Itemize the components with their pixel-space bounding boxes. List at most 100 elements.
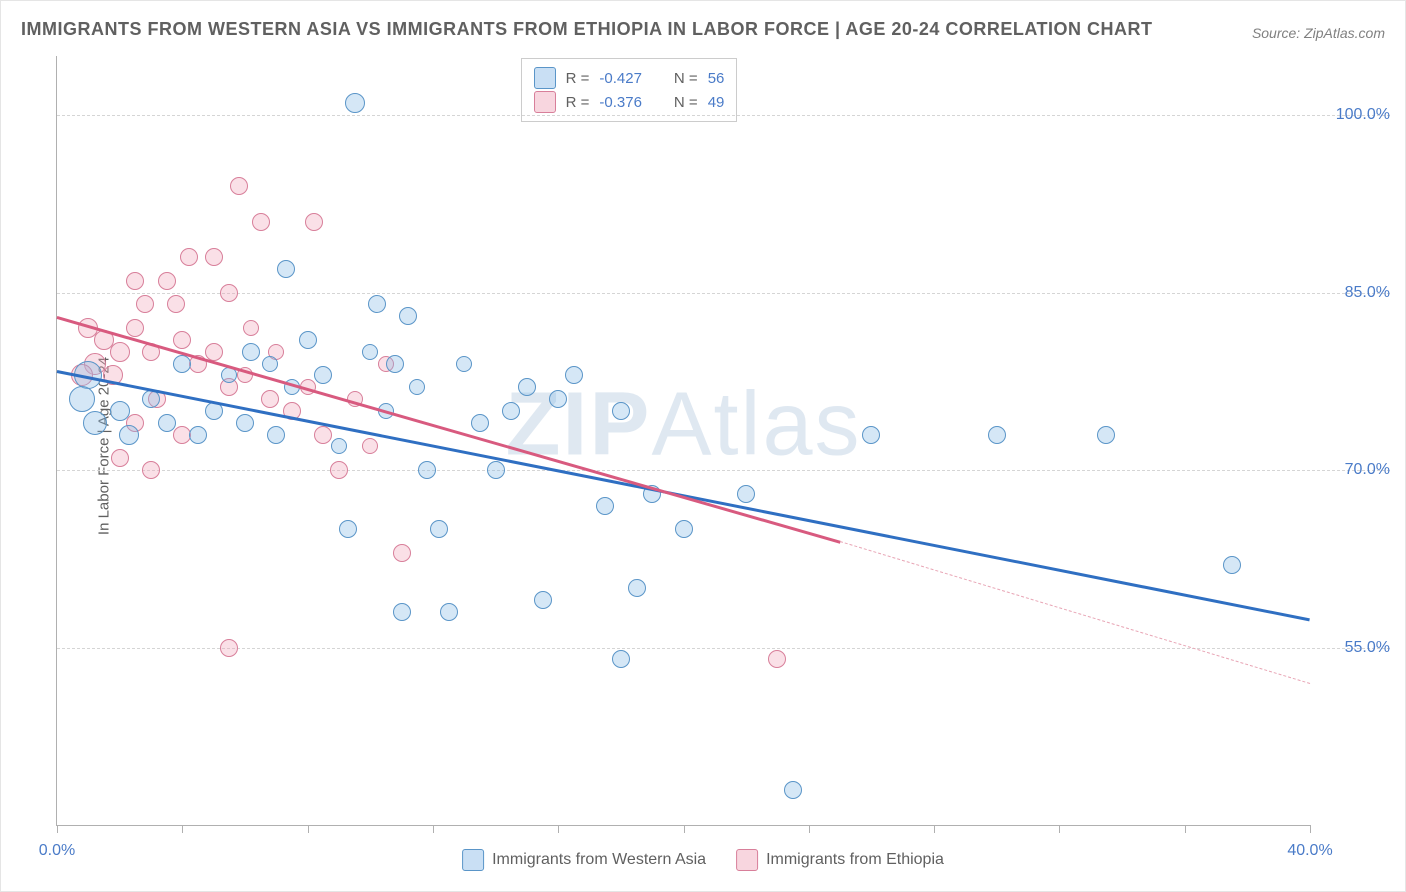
legend-r-value: -0.427 [599, 70, 642, 87]
scatter-point [1223, 556, 1241, 574]
scatter-point [126, 319, 144, 337]
scatter-point [339, 520, 357, 538]
scatter-point [205, 248, 223, 266]
x-tick [558, 825, 559, 833]
scatter-point [189, 426, 207, 444]
scatter-point [596, 497, 614, 515]
x-tick [684, 825, 685, 833]
scatter-point [142, 390, 160, 408]
x-tick [809, 825, 810, 833]
x-tick [934, 825, 935, 833]
legend-r-label: R = [566, 70, 590, 87]
legend-correlation: R = -0.427 N = 56R = -0.376 N = 49 [521, 58, 738, 122]
scatter-point [167, 295, 185, 313]
scatter-point [737, 485, 755, 503]
legend-swatch [534, 67, 556, 89]
scatter-point [267, 426, 285, 444]
scatter-point [393, 544, 411, 562]
scatter-point [362, 344, 378, 360]
y-tick-label: 85.0% [1320, 284, 1390, 302]
scatter-point [784, 781, 802, 799]
legend-row: R =-0.376N =49 [534, 91, 725, 113]
legend-swatch [462, 849, 484, 871]
legend-n-label: N = [674, 70, 698, 87]
gridline [57, 293, 1390, 294]
scatter-point [220, 284, 238, 302]
legend-swatch [736, 849, 758, 871]
gridline [57, 115, 1390, 116]
scatter-point [69, 386, 95, 412]
x-tick [1059, 825, 1060, 833]
scatter-point [242, 343, 260, 361]
plot-area: ZIPAtlas R =-0.427N =56R =-0.376N =49 55… [56, 56, 1310, 826]
scatter-point [236, 414, 254, 432]
legend-item: Immigrants from Ethiopia [736, 849, 944, 871]
scatter-point [243, 320, 259, 336]
scatter-point [119, 425, 139, 445]
scatter-point [330, 461, 348, 479]
scatter-point [502, 402, 520, 420]
x-tick [1185, 825, 1186, 833]
scatter-point [456, 356, 472, 372]
legend-n-value: 49 [708, 94, 725, 111]
legend-swatch [534, 91, 556, 113]
y-tick-label: 70.0% [1320, 461, 1390, 479]
scatter-point [136, 295, 154, 313]
scatter-point [628, 579, 646, 597]
legend-series: Immigrants from Western Asia Immigrants f… [462, 849, 944, 871]
legend-row: R = -0.427 N = 56 [534, 67, 725, 89]
watermark-light: Atlas [651, 375, 861, 475]
scatter-point [565, 366, 583, 384]
scatter-point [418, 461, 436, 479]
scatter-point [205, 343, 223, 361]
source-label: Source: ZipAtlas.com [1252, 25, 1385, 41]
legend-r-value: -0.376 [599, 94, 642, 111]
scatter-point [142, 461, 160, 479]
legend-label: Immigrants from Ethiopia [766, 851, 944, 869]
scatter-point [126, 272, 144, 290]
scatter-point [314, 366, 332, 384]
scatter-point [399, 307, 417, 325]
scatter-point [768, 650, 786, 668]
scatter-point [299, 331, 317, 349]
scatter-point [83, 411, 107, 435]
legend-item: Immigrants from Western Asia [462, 849, 706, 871]
scatter-point [368, 295, 386, 313]
gridline [57, 470, 1390, 471]
scatter-point [220, 639, 238, 657]
scatter-point [331, 438, 347, 454]
scatter-point [230, 177, 248, 195]
x-tick-label: 0.0% [39, 842, 75, 860]
x-tick [1310, 825, 1311, 833]
legend-n-label: N = [674, 94, 698, 111]
scatter-point [612, 650, 630, 668]
scatter-point [1097, 426, 1115, 444]
scatter-point [675, 520, 693, 538]
scatter-point [261, 390, 279, 408]
scatter-point [277, 260, 295, 278]
x-tick-label: 40.0% [1287, 842, 1332, 860]
scatter-point [173, 331, 191, 349]
scatter-point [262, 356, 278, 372]
scatter-point [518, 378, 536, 396]
scatter-point [158, 272, 176, 290]
scatter-point [549, 390, 567, 408]
scatter-point [487, 461, 505, 479]
scatter-point [471, 414, 489, 432]
y-tick-label: 100.0% [1320, 106, 1390, 124]
scatter-point [180, 248, 198, 266]
chart-title: IMMIGRANTS FROM WESTERN ASIA VS IMMIGRAN… [21, 19, 1153, 40]
y-tick-label: 55.0% [1320, 639, 1390, 657]
x-tick [433, 825, 434, 833]
scatter-point [305, 213, 323, 231]
scatter-point [110, 401, 130, 421]
scatter-point [440, 603, 458, 621]
legend-n-value: 56 [708, 70, 725, 87]
scatter-point [409, 379, 425, 395]
scatter-point [110, 342, 130, 362]
scatter-point [534, 591, 552, 609]
x-tick [182, 825, 183, 833]
x-tick [308, 825, 309, 833]
chart-container: IMMIGRANTS FROM WESTERN ASIA VS IMMIGRAN… [0, 0, 1406, 892]
scatter-point [345, 93, 365, 113]
